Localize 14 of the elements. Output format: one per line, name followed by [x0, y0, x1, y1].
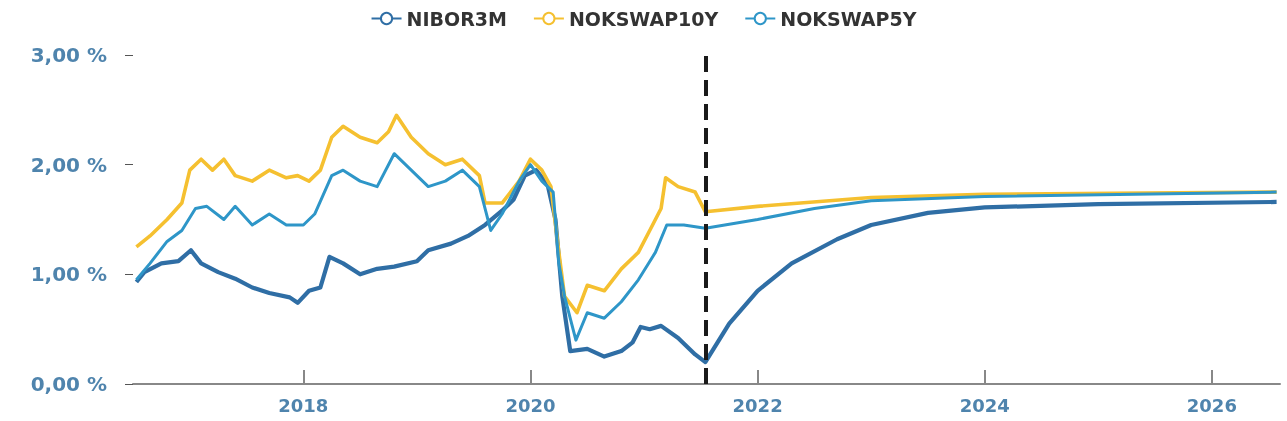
x-tick-label: 2020 — [505, 394, 556, 416]
legend-label: NOKSWAP10Y — [568, 7, 719, 30]
x-tick-label: 2018 — [278, 394, 329, 416]
legend-label: NOKSWAP5Y — [780, 7, 917, 30]
y-tick-label: 0,00 % — [30, 372, 107, 396]
legend-label: NIBOR3M — [406, 7, 507, 30]
x-tick-label: 2024 — [959, 394, 1010, 416]
x-tick-label: 2026 — [1186, 394, 1237, 416]
line-series — [134, 168, 1279, 365]
y-tick-label: 1,00 % — [30, 262, 107, 287]
line-series — [134, 152, 1279, 342]
x-tick-label: 2022 — [732, 394, 783, 416]
y-tick-label: 3,00 % — [30, 43, 107, 67]
y-tick-label: 2,00 % — [30, 152, 107, 177]
